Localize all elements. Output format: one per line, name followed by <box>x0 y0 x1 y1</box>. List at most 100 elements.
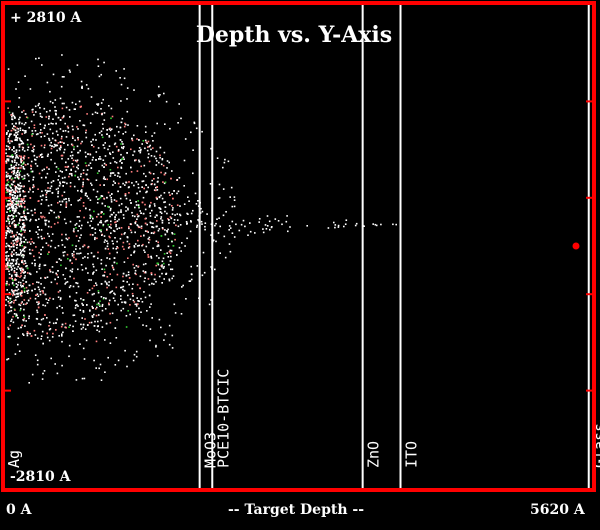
particle-point <box>36 311 39 314</box>
particle-point <box>218 197 221 199</box>
particle-point <box>116 228 118 230</box>
particle-point <box>115 70 117 72</box>
particle-point <box>12 202 14 204</box>
particle-point <box>112 180 115 183</box>
particle-point <box>186 223 188 225</box>
particle-point <box>84 318 86 320</box>
particle-point <box>92 188 95 191</box>
particle-point <box>116 246 118 248</box>
particle-point <box>149 306 151 308</box>
particle-point <box>16 156 18 158</box>
particle-point <box>49 328 52 330</box>
particle-point <box>31 150 33 152</box>
particle-point <box>13 125 15 127</box>
particle-point <box>22 109 25 112</box>
particle-point <box>153 203 156 205</box>
particle-point <box>103 274 105 277</box>
particle-point <box>14 309 16 311</box>
particle-point <box>233 236 236 238</box>
particle-point <box>179 214 182 217</box>
particle-point <box>100 73 102 76</box>
particle-point <box>87 324 89 326</box>
particle-point <box>190 131 192 134</box>
particle-point <box>17 169 19 172</box>
particle-point <box>11 232 14 234</box>
particle-point <box>169 216 172 218</box>
particle-point <box>89 153 92 156</box>
particle-point <box>7 145 10 148</box>
particle-point <box>89 224 91 227</box>
particle-point <box>82 124 85 126</box>
particle-point <box>20 234 23 237</box>
particle-point <box>77 137 79 139</box>
particle-point <box>103 112 106 114</box>
particle-point <box>103 176 105 178</box>
particle-point <box>101 211 103 213</box>
particle-point <box>27 146 30 149</box>
particle-point <box>158 161 160 164</box>
particle-point <box>27 289 30 292</box>
particle-point <box>139 275 142 278</box>
particle-point <box>59 141 62 143</box>
particle-point <box>135 310 138 313</box>
particle-point <box>131 215 134 217</box>
particle-point <box>124 193 127 195</box>
particle-point <box>20 250 23 253</box>
particle-point <box>149 215 152 217</box>
particle-point <box>11 275 13 278</box>
particle-point <box>97 302 100 305</box>
particle-point <box>372 223 374 225</box>
particle-point <box>46 155 49 157</box>
particle-point <box>35 231 38 233</box>
particle-point <box>13 267 16 269</box>
particle-point <box>180 250 182 252</box>
particle-point <box>32 283 34 285</box>
particle-point <box>146 142 148 144</box>
particle-point <box>71 157 73 159</box>
particle-point <box>64 278 66 280</box>
particle-point <box>101 113 103 116</box>
particle-point <box>289 226 291 228</box>
particle-point <box>6 280 8 283</box>
particle-point <box>74 139 76 142</box>
particle-point <box>58 200 61 203</box>
particle-point <box>123 217 125 219</box>
particle-point <box>133 251 135 254</box>
particle-point <box>108 281 110 283</box>
particle-point <box>24 262 27 264</box>
particle-point <box>116 125 118 128</box>
particle-point <box>182 284 184 287</box>
particle-point <box>58 335 60 337</box>
particle-point <box>20 185 23 187</box>
particle-point <box>15 238 17 240</box>
particle-point <box>169 127 171 130</box>
particle-point <box>61 107 64 110</box>
particle-point <box>150 155 153 157</box>
particle-point <box>150 232 153 234</box>
particle-point <box>147 153 150 155</box>
particle-point <box>148 160 151 163</box>
particle-point <box>5 282 8 285</box>
particle-point <box>18 187 20 190</box>
particle-point <box>69 275 71 278</box>
particle-point <box>173 222 175 224</box>
particle-point <box>122 241 125 244</box>
particle-point <box>100 229 102 231</box>
particle-point <box>100 296 103 298</box>
particle-point <box>118 227 121 229</box>
particle-point <box>26 173 29 175</box>
particle-point <box>22 156 25 159</box>
particle-point <box>17 295 20 298</box>
particle-point <box>92 217 94 220</box>
particle-point <box>120 153 122 156</box>
particle-point <box>23 231 26 233</box>
particle-point <box>23 289 26 292</box>
particle-point <box>163 182 166 185</box>
particle-point <box>12 180 15 183</box>
particle-point <box>95 367 97 369</box>
particle-point <box>158 318 161 321</box>
particle-point <box>134 206 136 209</box>
particle-point <box>16 268 18 270</box>
particle-point <box>28 315 30 317</box>
particle-point <box>19 244 21 247</box>
